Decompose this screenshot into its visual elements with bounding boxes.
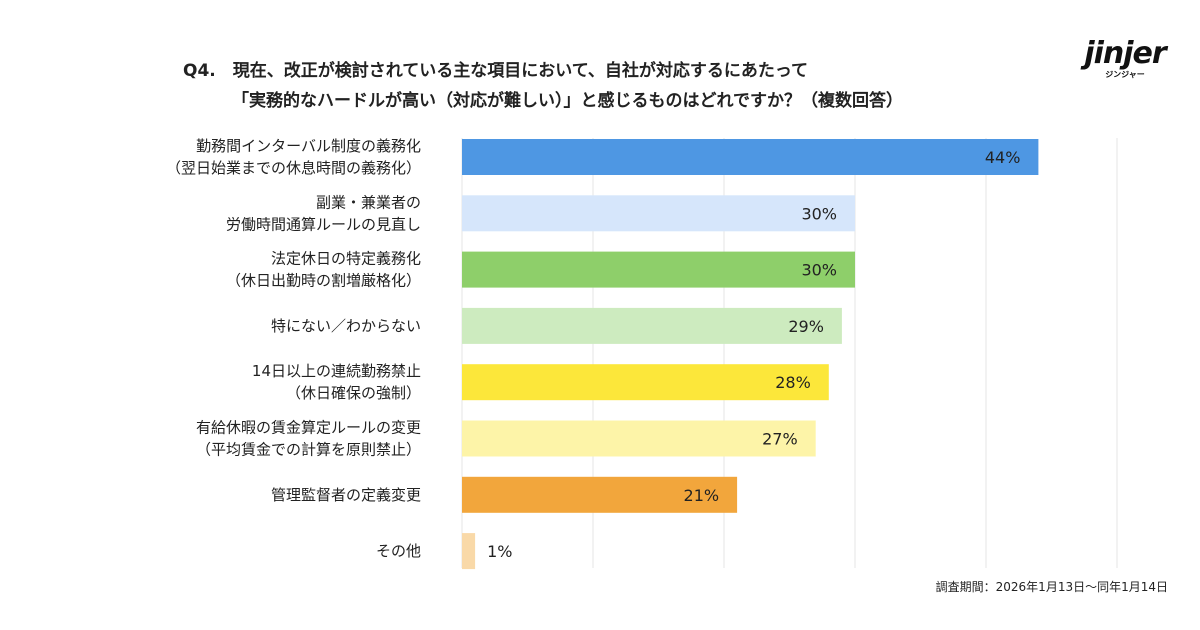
value-label: 1% xyxy=(487,542,512,561)
bar xyxy=(462,307,842,344)
bar xyxy=(462,139,1039,175)
category-label: 副業・兼業者の xyxy=(316,193,421,211)
category-label: その他 xyxy=(376,542,421,560)
jinjer-logo: jinjer ジンジャー xyxy=(1080,38,1170,80)
category-label: （平均賃金での計算を原則禁止） xyxy=(196,441,421,459)
category-label: 管理監督者の定義変更 xyxy=(271,486,421,504)
bar xyxy=(462,420,816,457)
bar xyxy=(462,476,738,513)
bar xyxy=(462,533,476,570)
value-label: 29% xyxy=(788,317,824,336)
title-line-2: 「実務的なハードルが高い（対応が難しい）」と感じるものはどれですか？（複数回答） xyxy=(232,91,903,111)
value-label: 27% xyxy=(762,430,798,449)
value-label: 28% xyxy=(775,373,811,392)
value-label: 21% xyxy=(684,486,720,505)
survey-period-note: 調査期間：2026年1月13日〜同年1月14日 xyxy=(935,580,1168,594)
category-label: 勤務間インターバル制度の義務化 xyxy=(196,137,421,155)
category-label: 14日以上の連続勤務禁止 xyxy=(252,362,421,380)
category-label: （翌日始業までの休息時間の義務化） xyxy=(166,159,421,177)
logo-kana: ジンジャー xyxy=(1105,70,1145,79)
bar xyxy=(462,251,855,288)
value-label: 44% xyxy=(985,148,1021,167)
value-label: 30% xyxy=(801,261,837,280)
category-label: 有給休暇の賃金算定ルールの変更 xyxy=(196,419,421,437)
category-label: 法定休日の特定義務化 xyxy=(271,250,421,268)
category-label: 労働時間通算ルールの見直し xyxy=(226,215,421,233)
category-label: 特にない／わからない xyxy=(271,317,421,335)
bar xyxy=(462,195,855,232)
value-label: 30% xyxy=(801,204,837,223)
logo-wordmark: jinjer xyxy=(1084,36,1166,71)
category-label: （休日確保の強制） xyxy=(286,384,421,402)
title-line-1: Q4. 現在、改正が検討されている主な項目において、自社が対応するにあたって xyxy=(183,61,809,81)
category-label: （休日出勤時の割増厳格化） xyxy=(226,272,421,290)
bar xyxy=(462,364,829,401)
